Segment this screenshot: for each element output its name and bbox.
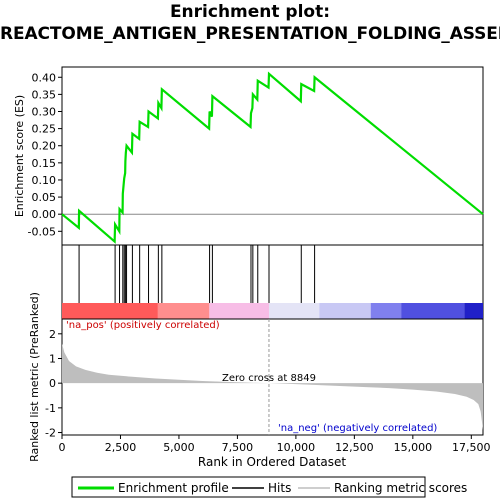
xtick-label: 10,000: [277, 441, 316, 454]
xtick-label: 5,000: [163, 441, 195, 454]
es-ytick-label: 0.35: [32, 88, 57, 101]
metric-ytick-label: 0: [49, 377, 56, 390]
hits-marks: [78, 245, 316, 303]
xtick-label: 17,500: [452, 441, 491, 454]
es-ytick-label: 0.05: [32, 191, 57, 204]
metric-ytick-label: 1: [49, 352, 56, 365]
chart-title-line2: REACTOME_ANTIGEN_PRESENTATION_FOLDING_AS…: [0, 24, 500, 44]
neg-label: 'na_neg' (negatively correlated): [278, 423, 437, 434]
metric-ytick-label: -2: [45, 427, 56, 440]
rank-color-band: [370, 303, 402, 319]
rank-color-band: [62, 303, 158, 319]
ranking-metric-area: [62, 343, 483, 431]
es-ytick-label: 0.10: [32, 174, 57, 187]
xtick-label: 12,500: [335, 441, 374, 454]
rank-color-band: [464, 303, 483, 319]
es-ytick-label: 0.20: [32, 140, 57, 153]
es-ytick-label: -0.05: [28, 225, 56, 238]
pos-label: 'na_pos' (positively correlated): [66, 320, 220, 331]
es-y-axis-label: Enrichment score (ES): [13, 95, 26, 217]
rank-color-band: [209, 303, 269, 319]
metric-ytick-label: -1: [45, 402, 56, 415]
es-ytick-label: 0.00: [32, 208, 57, 221]
es-y-ticks: -0.05 0.00 0.05 0.10 0.15 0.20 0.25 0.30 0.35 0.4…: [28, 71, 62, 238]
rank-color-band: [401, 303, 465, 319]
rank-color-band: [157, 303, 210, 319]
metric-ytick-label: 2: [49, 328, 56, 341]
chart-title-line1: Enrichment plot:: [169, 2, 331, 22]
legend-enrichment-label: Enrichment profile: [118, 481, 229, 495]
x-ticks: 0 2,500 5,000 7,500 10,000 12,500 15,000 17,500: [59, 435, 491, 454]
metric-y-axis-label: Ranked list metric (PreRanked): [28, 292, 41, 462]
xtick-label: 7,500: [222, 441, 254, 454]
rank-color-band: [268, 303, 320, 319]
xtick-label: 2,500: [105, 441, 137, 454]
metric-y-ticks: -2 -1 0 1 2: [45, 328, 62, 440]
zero-cross-label: Zero cross at 8849: [222, 373, 316, 384]
es-ytick-label: 0.30: [32, 106, 57, 119]
xtick-label: 15,000: [394, 441, 433, 454]
es-ytick-label: 0.40: [32, 71, 57, 84]
es-ytick-label: 0.15: [32, 157, 57, 170]
legend-metric-label: Ranking metric scores: [334, 481, 467, 495]
rank-color-band: [319, 303, 371, 319]
xtick-label: 0: [59, 441, 66, 454]
enrichment-profile-line: [61, 71, 484, 244]
x-axis-label: Rank in Ordered Dataset: [198, 455, 346, 469]
rank-color-bar: [62, 303, 483, 319]
legend-box: [71, 476, 426, 498]
es-ytick-label: 0.25: [32, 123, 57, 136]
legend-hits-label: Hits: [268, 481, 291, 495]
